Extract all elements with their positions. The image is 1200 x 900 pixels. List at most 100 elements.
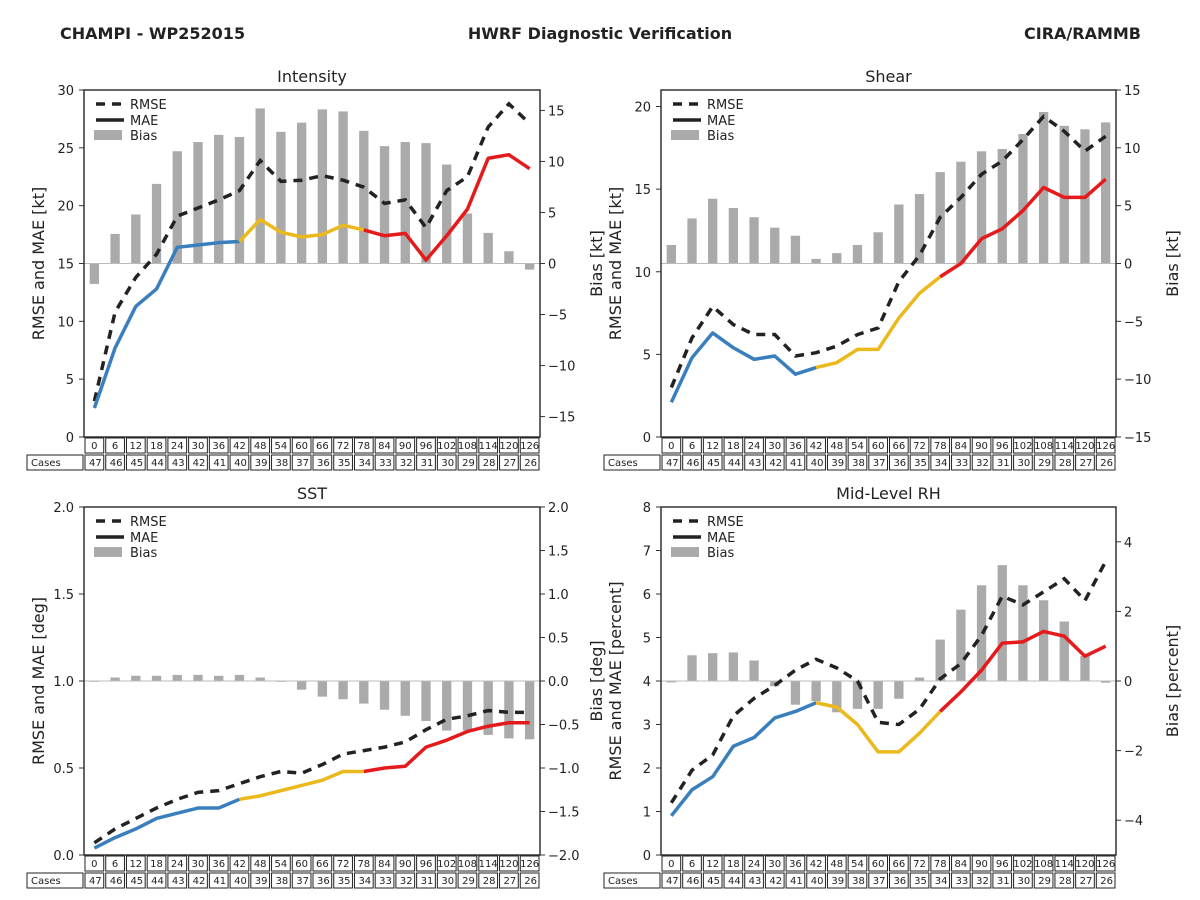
cases-value: 27 [1080,876,1093,887]
bias-bar [131,675,141,681]
hour-cell [250,437,271,454]
cases-cell [785,872,806,889]
bias-bar [442,681,452,731]
cases-cell [702,872,723,889]
cases-value: 32 [400,876,413,887]
hour-label: 90 [975,441,988,452]
bias-bar [214,134,224,264]
bias-bar [749,660,759,681]
hour-label: 6 [112,441,118,452]
cases-cell [416,454,436,471]
cases-cell [951,454,971,471]
cases-cell [1075,454,1095,471]
hour-cell [312,437,333,454]
cases-cell [457,872,478,889]
cases-value: 45 [130,876,143,887]
y-tick-label: 0.5 [53,762,74,777]
hour-label: 60 [295,441,308,452]
cases-value: 35 [338,876,351,887]
mae-line-segment [238,217,365,243]
hour-cell [436,855,457,872]
cases-cell [1095,454,1116,471]
cases-cell [806,454,826,471]
cases-cell [951,872,971,889]
cases-cell [436,872,457,889]
hour-label: 36 [789,859,802,870]
y-tick-label: 1.0 [53,675,74,690]
hour-label: 54 [275,441,288,452]
cases-value: 43 [749,876,762,887]
hour-cell [806,855,826,872]
cases-cell [374,454,395,471]
cases-cell [702,454,723,471]
bias-bar [976,151,987,264]
hour-cell [930,855,951,872]
mae-line-segment [363,721,530,774]
cases-value: 46 [687,458,700,469]
cases-cell [930,454,951,471]
legend-bias-swatch [671,130,699,140]
hour-label: 72 [337,441,350,452]
hour-cell [416,855,436,872]
hour-cell [930,437,951,454]
bias-bar [770,227,780,264]
cases-cell [971,872,992,889]
cases-value: 27 [504,876,517,887]
hour-label: 30 [768,441,781,452]
hour-cell [1054,855,1075,872]
bias-bar [296,681,307,690]
cases-cell [250,872,271,889]
hour-cell [826,855,847,872]
hour-cell [271,855,291,872]
cases-cell [84,872,105,889]
hour-cell [723,437,744,454]
cases-value: 32 [976,458,989,469]
cases-cell [229,454,250,471]
bias-bar [1101,122,1111,264]
bias-bar [666,244,676,264]
hour-label: 42 [233,859,246,870]
hour-label: 120 [499,441,518,452]
mae-line-segment [669,701,817,817]
cases-value: 46 [110,876,123,887]
cases-value: 30 [1018,458,1031,469]
y-axis-label: RMSE and MAE [percent] [606,581,625,780]
bias-bar [852,244,863,264]
y2-tick-label: 5 [1124,200,1132,215]
hour-label: 18 [727,441,740,452]
bias-bar [400,681,410,716]
mae-line-segment [93,797,241,850]
legend-bias-swatch [94,547,122,557]
hour-cell [519,437,540,454]
cases-cell [1033,454,1054,471]
legend-bias-label: Bias [130,129,157,144]
y2-tick-label: −5 [1124,315,1143,330]
cases-value: 38 [276,876,289,887]
hour-cell [847,855,868,872]
hour-cell [146,855,167,872]
rmse-line [669,114,1107,389]
hour-cell [702,437,723,454]
hour-cell [250,855,271,872]
hour-label: 24 [748,441,761,452]
hour-cell [847,437,868,454]
hour-cell [764,437,785,454]
bias-bar [894,681,904,699]
cases-value: 41 [790,458,803,469]
hour-label: 0 [668,441,674,452]
cases-cell [478,454,499,471]
legend-rmse-label: RMSE [707,515,744,530]
page-title: HWRF Diagnostic Verification [467,24,733,43]
bias-bar [997,565,1007,681]
cases-cell [785,454,806,471]
bias-bar [832,681,842,713]
cases-value: 27 [504,458,517,469]
y-tick-label: 1.5 [53,588,74,603]
bias-bar [956,161,966,264]
cases-value: 44 [151,458,164,469]
cases-cell [333,872,353,889]
cases-cell [125,454,146,471]
hour-cell [146,437,167,454]
cases-cell [167,872,188,889]
